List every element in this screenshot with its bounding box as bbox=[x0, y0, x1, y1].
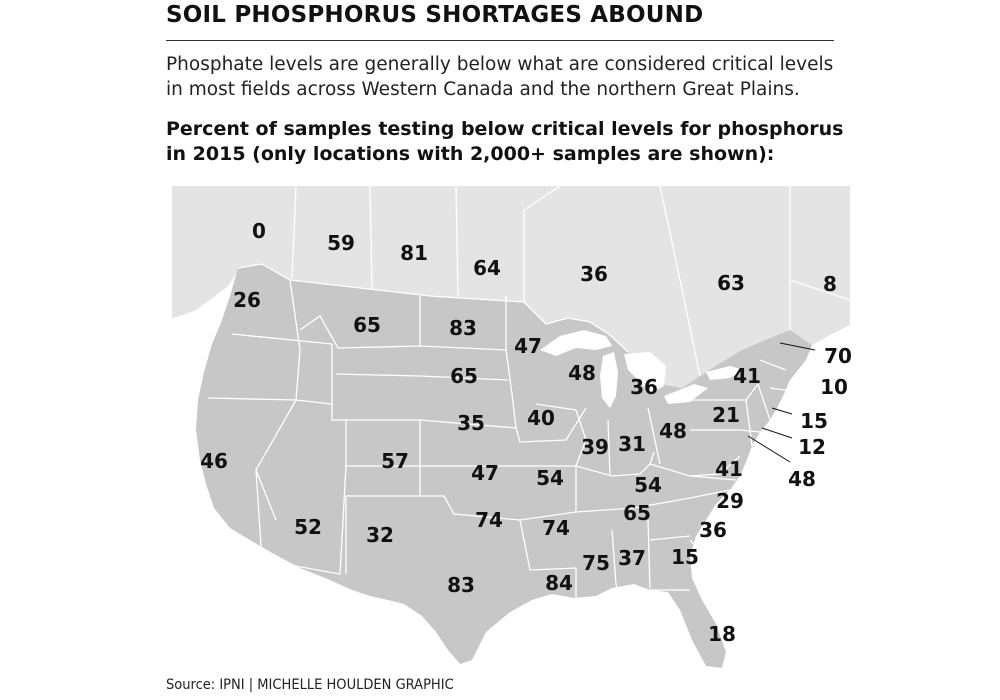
value-label-mississippi: 75 bbox=[582, 551, 610, 575]
page-title: SOIL PHOSPHORUS SHORTAGES ABOUND bbox=[166, 2, 704, 28]
value-label-tennessee: 65 bbox=[623, 501, 651, 525]
value-label-illinois: 39 bbox=[581, 435, 609, 459]
value-label-connecticut: 15 bbox=[800, 409, 828, 433]
value-label-alberta: 65 bbox=[353, 313, 381, 337]
value-label-saskatchewan: 83 bbox=[449, 316, 477, 340]
value-label-indiana: 31 bbox=[618, 432, 646, 456]
value-label-michigan: 36 bbox=[630, 375, 658, 399]
value-label-louisiana: 84 bbox=[545, 571, 573, 595]
value-label-california: 46 bbox=[200, 449, 228, 473]
value-label-kansas: 47 bbox=[471, 461, 499, 485]
value-label-ontario: 36 bbox=[580, 262, 608, 286]
value-label-northwest-territories: 59 bbox=[327, 231, 355, 255]
value-label-north-dakota: 65 bbox=[450, 364, 478, 388]
value-label-colorado: 57 bbox=[381, 449, 409, 473]
lake-erie bbox=[664, 384, 708, 404]
value-label-kentucky: 54 bbox=[634, 473, 662, 497]
value-label-labrador: 8 bbox=[823, 272, 837, 296]
value-label-british-columbia: 26 bbox=[233, 288, 261, 312]
value-label-georgia: 15 bbox=[671, 545, 699, 569]
value-label-manitoba: 64 bbox=[473, 256, 501, 280]
value-label-south-dakota: 35 bbox=[457, 411, 485, 435]
title-rule bbox=[166, 40, 834, 41]
value-label-new-jersey: 12 bbox=[798, 435, 826, 459]
value-label-iowa: 40 bbox=[527, 406, 555, 430]
value-label-north-carolina: 29 bbox=[716, 489, 744, 513]
description: Phosphate levels are generally below wha… bbox=[166, 54, 834, 100]
value-label-delaware: 48 bbox=[788, 467, 816, 491]
value-label-wisconsin: 48 bbox=[568, 361, 596, 385]
value-label-alabama: 37 bbox=[618, 546, 646, 570]
value-label-minnesota: 47 bbox=[514, 334, 542, 358]
value-label-arizona: 52 bbox=[294, 515, 322, 539]
value-label-south-carolina: 36 bbox=[699, 518, 727, 542]
value-label-missouri: 54 bbox=[536, 466, 564, 490]
lake-michigan bbox=[600, 352, 618, 408]
value-label-massachusetts: 10 bbox=[820, 375, 848, 399]
source-credit: Source: IPNI | MICHELLE HOULDEN GRAPHIC bbox=[166, 677, 454, 693]
map-subtitle: Percent of samples testing below critica… bbox=[166, 118, 844, 165]
value-label-arkansas: 74 bbox=[542, 516, 570, 540]
value-label-nunavut: 81 bbox=[400, 241, 428, 265]
value-label-quebec: 63 bbox=[717, 271, 745, 295]
value-label-yukon: 0 bbox=[252, 219, 266, 243]
value-label-virginia: 41 bbox=[715, 457, 743, 481]
leader-lines bbox=[747, 342, 816, 463]
region-borders bbox=[207, 186, 850, 604]
value-label-ohio: 48 bbox=[659, 419, 687, 443]
value-label-pennsylvania: 21 bbox=[712, 403, 740, 427]
lake-superior bbox=[540, 330, 612, 356]
value-label-texas: 83 bbox=[447, 573, 475, 597]
value-label-new-mexico: 32 bbox=[366, 523, 394, 547]
lake-huron bbox=[624, 352, 666, 394]
value-label-vermont: 70 bbox=[824, 344, 852, 368]
value-label-florida: 18 bbox=[708, 622, 736, 646]
value-label-new-york: 41 bbox=[733, 364, 761, 388]
value-label-oklahoma: 74 bbox=[475, 508, 503, 532]
canada-landmass bbox=[172, 186, 850, 388]
lake-ontario bbox=[706, 366, 744, 380]
